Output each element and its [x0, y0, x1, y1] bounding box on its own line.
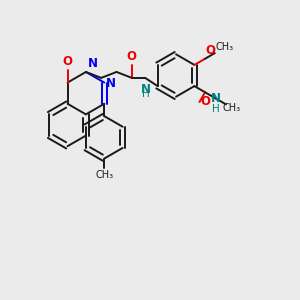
Text: N: N [211, 92, 221, 105]
Text: O: O [63, 56, 73, 68]
Text: N: N [140, 83, 150, 96]
Text: O: O [127, 50, 137, 63]
Text: N: N [88, 58, 98, 70]
Text: O: O [206, 44, 216, 57]
Text: N: N [106, 77, 116, 90]
Text: H: H [212, 104, 220, 114]
Text: CH₃: CH₃ [95, 170, 113, 180]
Text: O: O [200, 95, 210, 109]
Text: H: H [142, 89, 149, 99]
Text: CH₃: CH₃ [215, 42, 233, 52]
Text: CH₃: CH₃ [223, 103, 241, 112]
